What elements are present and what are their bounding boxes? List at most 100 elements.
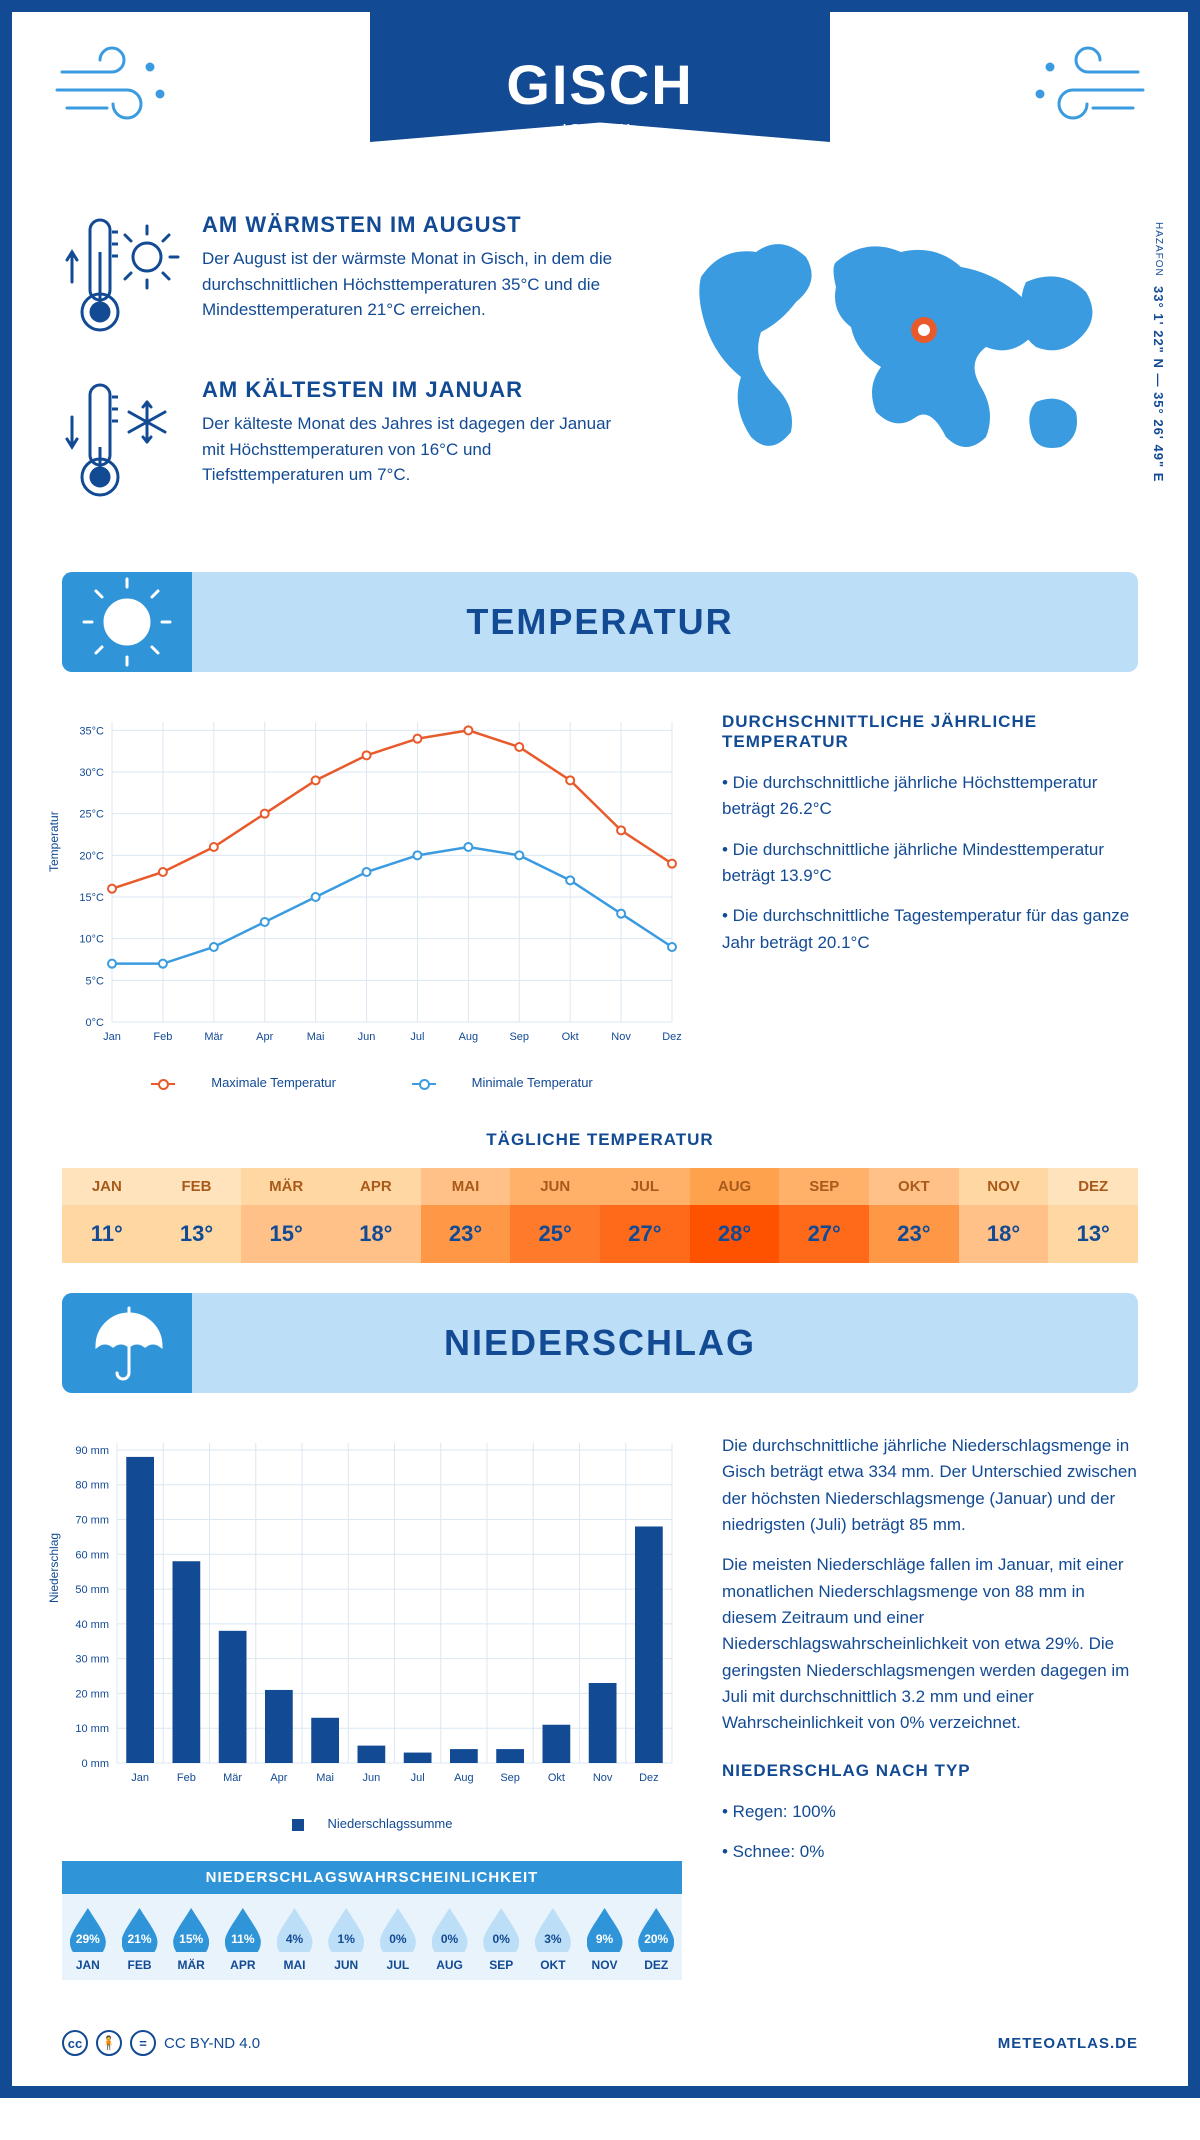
cc-icon: cc — [62, 2030, 88, 2056]
drop-icon: 0% — [483, 1908, 519, 1952]
fact-title: AM KÄLTESTEN IM JANUAR — [202, 377, 616, 403]
bullet: • Regen: 100% — [722, 1799, 1138, 1825]
title-banner: GISCH ISRAEL — [370, 12, 830, 142]
probability-title: NIEDERSCHLAGSWAHRSCHEINLICHKEIT — [62, 1861, 682, 1894]
svg-text:Nov: Nov — [611, 1031, 631, 1043]
svg-text:35°C: 35°C — [79, 725, 104, 737]
precipitation-bar-chart: Niederschlag 0 mm10 mm20 mm30 mm40 mm50 … — [62, 1433, 682, 1798]
svg-text:20 mm: 20 mm — [75, 1688, 109, 1700]
sun-icon — [62, 572, 192, 672]
svg-text:Mär: Mär — [204, 1031, 223, 1043]
drop-icon: 11% — [225, 1908, 261, 1952]
prob-cell: 21% FEB — [114, 1908, 166, 1972]
svg-text:Mai: Mai — [307, 1031, 325, 1043]
wind-icon — [1018, 42, 1148, 137]
svg-text:Jul: Jul — [410, 1031, 424, 1043]
svg-text:30°C: 30°C — [79, 767, 104, 779]
drop-icon: 0% — [380, 1908, 416, 1952]
month-cell: APR 18° — [331, 1168, 421, 1263]
header: GISCH ISRAEL — [62, 12, 1138, 192]
thermometer-hot-icon — [62, 212, 182, 347]
prob-cell: 3% OKT — [527, 1908, 579, 1972]
prob-cell: 1% JUN — [320, 1908, 372, 1972]
nd-icon: = — [130, 2030, 156, 2056]
bullet: • Schnee: 0% — [722, 1839, 1138, 1865]
wind-icon — [52, 42, 182, 137]
svg-text:15°C: 15°C — [79, 892, 104, 904]
chart-legend: Maximale Temperatur Minimale Temperatur — [62, 1075, 682, 1090]
svg-text:10 mm: 10 mm — [75, 1723, 109, 1735]
drop-icon: 1% — [328, 1908, 364, 1952]
svg-text:25°C: 25°C — [79, 809, 104, 821]
bullet: • Die durchschnittliche jährliche Höchst… — [722, 770, 1138, 823]
svg-text:Jun: Jun — [358, 1031, 376, 1043]
drop-icon: 15% — [173, 1908, 209, 1952]
chart-legend: Niederschlagssumme — [62, 1816, 682, 1831]
svg-text:Aug: Aug — [459, 1031, 479, 1043]
svg-text:Mär: Mär — [223, 1772, 242, 1784]
city-name: GISCH — [370, 52, 830, 117]
drop-icon: 3% — [535, 1908, 571, 1952]
svg-text:Dez: Dez — [639, 1772, 659, 1784]
month-cell: JUL 27° — [600, 1168, 690, 1263]
prob-cell: 4% MAI — [269, 1908, 321, 1972]
month-cell: FEB 13° — [152, 1168, 242, 1263]
section-header-temperature: TEMPERATUR — [62, 572, 1138, 672]
svg-text:10°C: 10°C — [79, 934, 104, 946]
svg-text:Jan: Jan — [131, 1772, 149, 1784]
fact-text: Der August ist der wärmste Monat in Gisc… — [202, 246, 616, 323]
svg-text:50 mm: 50 mm — [75, 1584, 109, 1596]
svg-text:20°C: 20°C — [79, 850, 104, 862]
svg-text:80 mm: 80 mm — [75, 1480, 109, 1492]
svg-text:Sep: Sep — [500, 1772, 520, 1784]
footer: cc 🧍 = CC BY-ND 4.0 METEOATLAS.DE — [62, 2030, 1138, 2056]
daily-temperature-strip: JAN 11° FEB 13° MÄR 15° APR 18° MAI 23° … — [62, 1168, 1138, 1263]
prob-cell: 29% JAN — [62, 1908, 114, 1972]
svg-text:Apr: Apr — [256, 1031, 273, 1043]
svg-text:60 mm: 60 mm — [75, 1549, 109, 1561]
svg-text:Mai: Mai — [316, 1772, 334, 1784]
section-header-precipitation: NIEDERSCHLAG — [62, 1293, 1138, 1393]
bullet: • Die durchschnittliche jährliche Mindes… — [722, 837, 1138, 890]
prob-cell: 15% MÄR — [165, 1908, 217, 1972]
svg-text:Okt: Okt — [562, 1031, 579, 1043]
svg-text:Apr: Apr — [270, 1772, 287, 1784]
daily-temp-title: TÄGLICHE TEMPERATUR — [62, 1130, 1138, 1150]
svg-text:Okt: Okt — [548, 1772, 565, 1784]
precipitation-probability-strip: 29% JAN 21% FEB 15% MÄR 11% APR 4% MAI 1… — [62, 1894, 682, 1980]
drop-icon: 29% — [70, 1908, 106, 1952]
drop-icon: 4% — [277, 1908, 313, 1952]
prob-cell: 11% APR — [217, 1908, 269, 1972]
bullet: • Die durchschnittliche Tagestemperatur … — [722, 903, 1138, 956]
month-cell: JAN 11° — [62, 1168, 152, 1263]
svg-text:5°C: 5°C — [86, 975, 105, 987]
svg-text:Sep: Sep — [509, 1031, 529, 1043]
month-cell: MÄR 15° — [241, 1168, 331, 1263]
by-icon: 🧍 — [96, 2030, 122, 2056]
fact-text: Der kälteste Monat des Jahres ist dagege… — [202, 411, 616, 488]
svg-text:Jul: Jul — [411, 1772, 425, 1784]
svg-text:Dez: Dez — [662, 1031, 682, 1043]
prob-cell: 0% SEP — [475, 1908, 527, 1972]
svg-text:Feb: Feb — [177, 1772, 196, 1784]
svg-text:Jan: Jan — [103, 1031, 121, 1043]
svg-text:30 mm: 30 mm — [75, 1654, 109, 1666]
svg-text:Aug: Aug — [454, 1772, 474, 1784]
drop-icon: 21% — [122, 1908, 158, 1952]
svg-text:90 mm: 90 mm — [75, 1445, 109, 1457]
section-title: TEMPERATUR — [62, 601, 1138, 643]
coordinates: HAZAFON 33° 1' 22" N — 35° 26' 49" E — [1151, 222, 1166, 502]
site-name: METEOATLAS.DE — [998, 2035, 1138, 2052]
fact-title: AM WÄRMSTEN IM AUGUST — [202, 212, 616, 238]
svg-text:Jun: Jun — [363, 1772, 381, 1784]
precipitation-summary: Die durchschnittliche jährliche Niedersc… — [722, 1433, 1138, 1980]
svg-text:40 mm: 40 mm — [75, 1619, 109, 1631]
svg-text:Feb: Feb — [153, 1031, 172, 1043]
svg-text:70 mm: 70 mm — [75, 1515, 109, 1527]
month-cell: MAI 23° — [421, 1168, 511, 1263]
prob-cell: 0% AUG — [424, 1908, 476, 1972]
thermometer-cold-icon — [62, 377, 182, 512]
license: cc 🧍 = CC BY-ND 4.0 — [62, 2030, 260, 2056]
drop-icon: 20% — [638, 1908, 674, 1952]
umbrella-icon — [62, 1293, 192, 1393]
